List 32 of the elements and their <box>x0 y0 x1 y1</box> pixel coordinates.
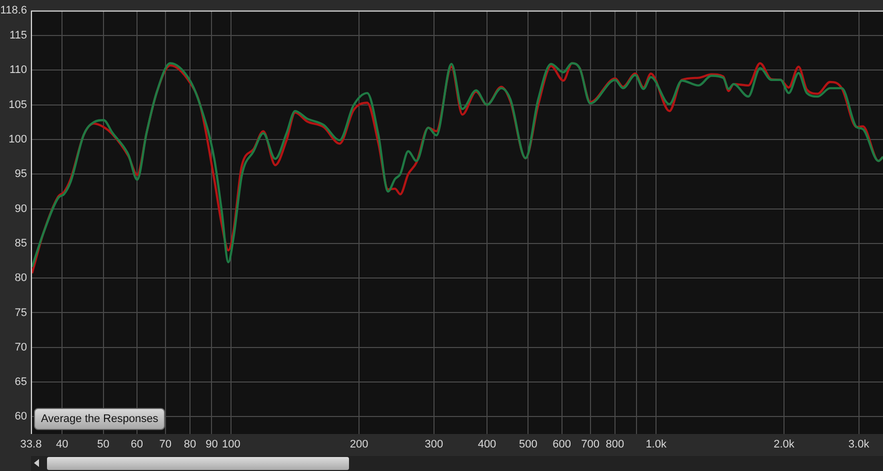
x-tick-label: 2.0k <box>774 438 795 451</box>
x-tick-label: 400 <box>478 438 496 451</box>
x-tick-label: 70 <box>159 438 172 451</box>
y-tick-label: 118.6 <box>0 4 27 17</box>
x-tick-label: 33.8 <box>20 438 42 451</box>
y-tick-label: 105 <box>8 98 27 111</box>
y-tick-label: 65 <box>14 376 27 388</box>
x-tick-label: 200 <box>350 438 368 451</box>
y-tick-label: 115 <box>9 30 27 42</box>
y-tick-label: 75 <box>14 306 27 319</box>
y-tick-label: 95 <box>14 168 27 180</box>
x-tick-label: 50 <box>97 438 110 451</box>
y-tick-label: 90 <box>14 202 27 215</box>
y-tick-label: 80 <box>14 272 27 284</box>
x-tick-label: 1.0k <box>646 438 667 451</box>
y-tick-label: 85 <box>14 237 27 250</box>
y-tick-label: 100 <box>8 134 27 146</box>
x-tick-label: 700 <box>581 438 600 451</box>
y-tick-label: 70 <box>14 341 27 354</box>
x-tick-label: 600 <box>552 438 571 451</box>
x-tick-label: 40 <box>56 438 68 451</box>
x-tick-label: 100 <box>222 438 240 451</box>
average-button: Average the Responses <box>34 408 166 430</box>
x-tick-label: 3.0k <box>848 438 870 451</box>
x-tick-label: 60 <box>130 438 144 451</box>
x-tick-label: 500 <box>518 438 538 451</box>
x-tick-label: 80 <box>184 438 196 451</box>
y-tick-label: 110 <box>9 64 27 76</box>
x-tick-label: 300 <box>424 438 444 451</box>
x-tick-label: 90 <box>206 438 218 451</box>
y-tick-label: 60 <box>14 410 27 423</box>
x-tick-label: 800 <box>606 438 624 451</box>
